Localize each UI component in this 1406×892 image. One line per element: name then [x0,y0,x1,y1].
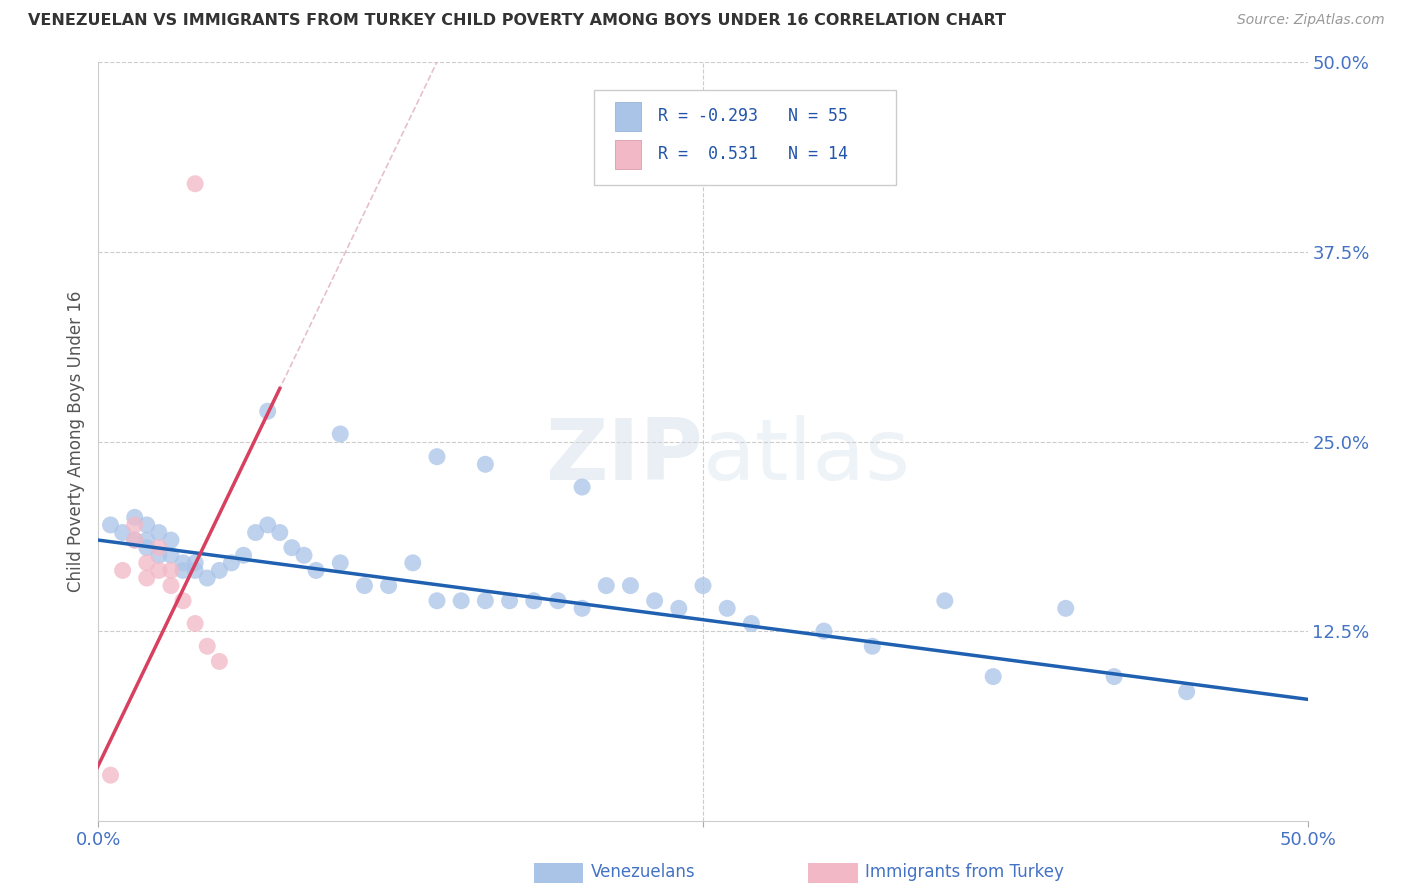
Point [450,594,472,608]
Text: ZIP: ZIP [546,415,703,499]
Point [860,639,883,653]
Point [184,556,207,570]
Point [184,616,207,631]
Point [692,579,714,593]
Point [184,564,207,578]
Point [329,427,352,442]
Point [124,533,146,548]
Point [547,594,569,608]
Point [135,571,157,585]
Point [1102,669,1125,683]
Point [256,404,278,418]
Point [160,533,183,548]
Point [619,579,641,593]
Point [195,639,218,653]
Point [135,541,157,555]
Point [571,601,593,615]
Point [426,594,449,608]
Text: VENEZUELAN VS IMMIGRANTS FROM TURKEY CHILD POVERTY AMONG BOYS UNDER 16 CORRELATI: VENEZUELAN VS IMMIGRANTS FROM TURKEY CHI… [28,13,1007,29]
Point [281,541,304,555]
Text: Source: ZipAtlas.com: Source: ZipAtlas.com [1237,13,1385,28]
Point [172,556,194,570]
Point [221,556,243,570]
Point [111,525,134,540]
Y-axis label: Child Poverty Among Boys Under 16: Child Poverty Among Boys Under 16 [66,291,84,592]
Point [269,525,291,540]
Point [160,579,183,593]
Point [292,548,315,563]
Point [353,579,375,593]
Text: R =  0.531   N = 14: R = 0.531 N = 14 [658,145,848,163]
Point [498,594,520,608]
FancyBboxPatch shape [614,102,641,130]
Point [740,616,762,631]
Point [100,768,122,782]
Point [474,594,496,608]
Point [981,669,1004,683]
Point [195,571,218,585]
Point [813,624,835,639]
Point [148,525,170,540]
Point [160,564,183,578]
Point [934,594,956,608]
Point [124,533,146,548]
Point [523,594,546,608]
Point [135,556,157,570]
Text: atlas: atlas [703,415,911,499]
Point [245,525,267,540]
Point [184,177,207,191]
Point [172,594,194,608]
Point [148,564,170,578]
Point [208,655,231,669]
Point [208,564,231,578]
Point [124,510,146,524]
Point [172,564,194,578]
FancyBboxPatch shape [595,90,897,186]
Point [1054,601,1077,615]
Text: R = -0.293   N = 55: R = -0.293 N = 55 [658,107,848,125]
Text: Immigrants from Turkey: Immigrants from Turkey [865,863,1063,881]
Point [232,548,254,563]
Point [135,533,157,548]
Point [1175,685,1198,699]
Point [377,579,399,593]
Point [329,556,352,570]
Point [402,556,425,570]
Point [135,517,157,532]
Point [571,480,593,494]
Point [716,601,738,615]
Point [668,601,690,615]
Point [256,517,278,532]
Point [595,579,617,593]
Point [305,564,328,578]
FancyBboxPatch shape [614,140,641,169]
Text: Venezuelans: Venezuelans [591,863,695,881]
Point [148,548,170,563]
Point [426,450,449,464]
Point [160,548,183,563]
Point [474,458,496,472]
Point [124,517,146,532]
Point [644,594,666,608]
Point [100,517,122,532]
Point [111,564,134,578]
Point [148,541,170,555]
